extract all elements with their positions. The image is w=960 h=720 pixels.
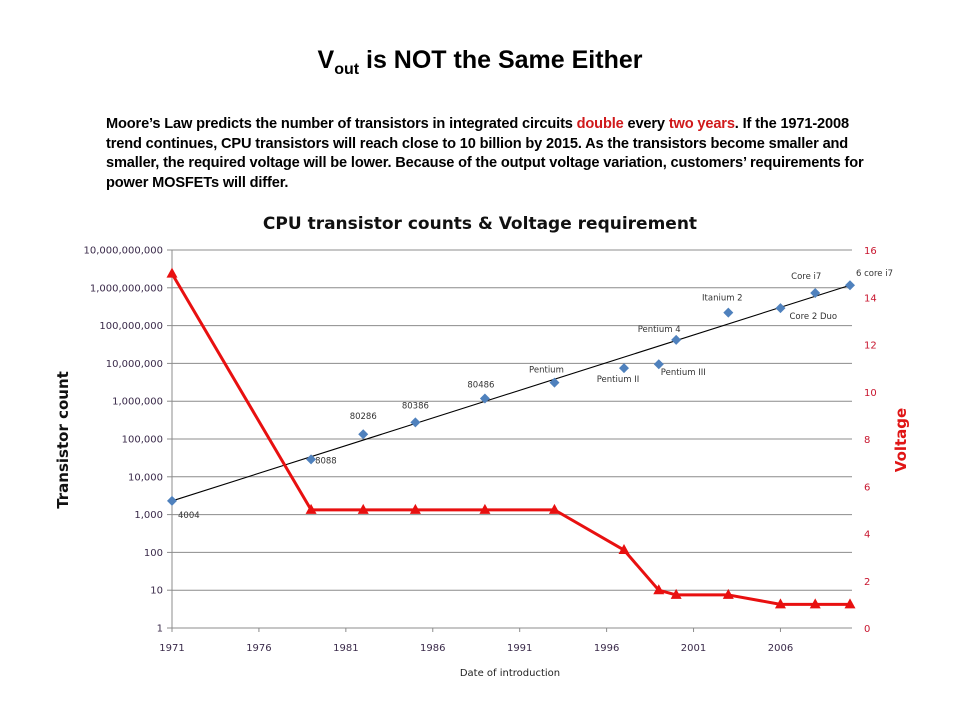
data-label: Pentium III: [661, 368, 706, 378]
y-tick-label: 1,000,000,000: [90, 283, 163, 294]
data-label: Pentium 4: [638, 325, 681, 335]
transistor-point: [306, 454, 317, 465]
chart-title: CPU transistor counts & Voltage requirem…: [263, 214, 697, 234]
y-tick-label: 100,000,000: [99, 321, 163, 332]
voltage-point: [774, 598, 786, 609]
voltage-point: [166, 267, 178, 278]
transistor-point: [358, 429, 369, 440]
trend-line: [171, 284, 851, 502]
data-label: Core 2 Duo: [789, 312, 837, 322]
title-main: V: [317, 46, 335, 74]
transistor-point: [410, 417, 421, 428]
y-tick-label: 10,000,000,000: [83, 246, 163, 257]
data-label: 80386: [402, 401, 429, 411]
x-tick-label: 1976: [246, 643, 271, 654]
x-tick-label: 1996: [594, 643, 619, 654]
x-axis-label: Date of introduction: [460, 668, 560, 679]
voltage-point: [809, 598, 821, 609]
data-label: Pentium II: [597, 375, 640, 385]
y-tick-label: 100,000: [122, 435, 163, 446]
data-label: Pentium: [529, 366, 564, 376]
voltage-point: [722, 588, 734, 599]
intro-highlight-double: double: [576, 116, 624, 132]
transistor-point: [653, 359, 664, 370]
voltage-point: [653, 584, 665, 595]
y2-tick-label: 16: [864, 246, 877, 257]
data-label: 80486: [467, 380, 494, 390]
intro-paragraph: Moore’s Law predicts the number of trans…: [106, 115, 866, 193]
y-tick-label: 1: [157, 624, 163, 635]
trend-line-segment: [171, 284, 851, 502]
voltage-series: [166, 267, 856, 609]
x-tick-label: 2006: [768, 643, 793, 654]
x-tick-label: 1991: [507, 643, 532, 654]
x-tick-label: 2001: [681, 643, 706, 654]
y-axis-label-left: Transistor count: [54, 371, 72, 509]
y2-tick-label: 4: [864, 530, 870, 541]
y-tick-label: 1,000: [134, 510, 163, 521]
intro-text-1: Moore’s Law predicts the number of trans…: [106, 116, 577, 132]
intro-text-3: . If the 1971-2008 trend continues, CPU …: [106, 116, 864, 191]
y-tick-label: 1,000,000: [112, 397, 163, 408]
data-label: 8088: [315, 456, 337, 466]
y2-tick-label: 6: [864, 482, 870, 493]
gridlines: [172, 249, 852, 591]
x-tick-label: 1971: [159, 643, 184, 654]
intro-text-2: every: [623, 116, 669, 132]
y-axis-label-right: Voltage: [892, 408, 910, 472]
voltage-point: [305, 503, 317, 514]
y-tick-label: 10,000: [128, 472, 163, 483]
transistor-point: [810, 287, 821, 298]
transistor-point: [671, 334, 682, 345]
transistor-point: [845, 280, 855, 291]
x-tick-label: 1981: [333, 643, 358, 654]
x-tick-label: 1986: [420, 643, 445, 654]
y2-tick-label: 10: [864, 388, 877, 399]
y-tick-label: 100: [144, 548, 163, 559]
axes: 1101001,00010,000100,0001,000,00010,000,…: [83, 246, 876, 655]
y2-tick-label: 0: [864, 624, 870, 635]
transistor-series: 4004 8088 80286 80386 80486 Pentium Pentium II…: [167, 269, 893, 521]
y2-tick-label: 8: [864, 435, 870, 446]
voltage-point: [844, 598, 856, 609]
y2-tick-label: 12: [864, 341, 877, 352]
y2-tick-label: 2: [864, 577, 870, 588]
voltage-point: [670, 588, 682, 599]
data-label: 4004: [178, 511, 200, 521]
voltage-point: [548, 503, 560, 514]
transistor-point: [723, 307, 734, 318]
y-tick-label: 10,000,000: [106, 359, 163, 370]
transistor-point: [549, 377, 560, 388]
transistor-point: [619, 363, 629, 374]
voltage-point: [409, 503, 421, 514]
voltage-point: [479, 503, 491, 514]
title-subscript: out: [334, 61, 360, 78]
data-label: 6 core i7: [856, 269, 893, 279]
data-label: Itanium 2: [702, 294, 743, 304]
transistor-point: [167, 495, 177, 506]
transistor-point: [479, 393, 490, 404]
y-tick-label: 10: [150, 586, 163, 597]
voltage-point: [618, 544, 630, 555]
voltage-point: [357, 503, 369, 514]
title-rest: is NOT the Same Either: [359, 46, 643, 74]
intro-highlight-two-years: two years: [668, 116, 735, 132]
slide-title: Vout is NOT the Same Either: [0, 46, 960, 79]
data-label: 80286: [350, 412, 377, 422]
data-label: Core i7: [791, 272, 821, 282]
transistor-point: [775, 303, 786, 314]
y2-tick-label: 14: [864, 293, 877, 304]
